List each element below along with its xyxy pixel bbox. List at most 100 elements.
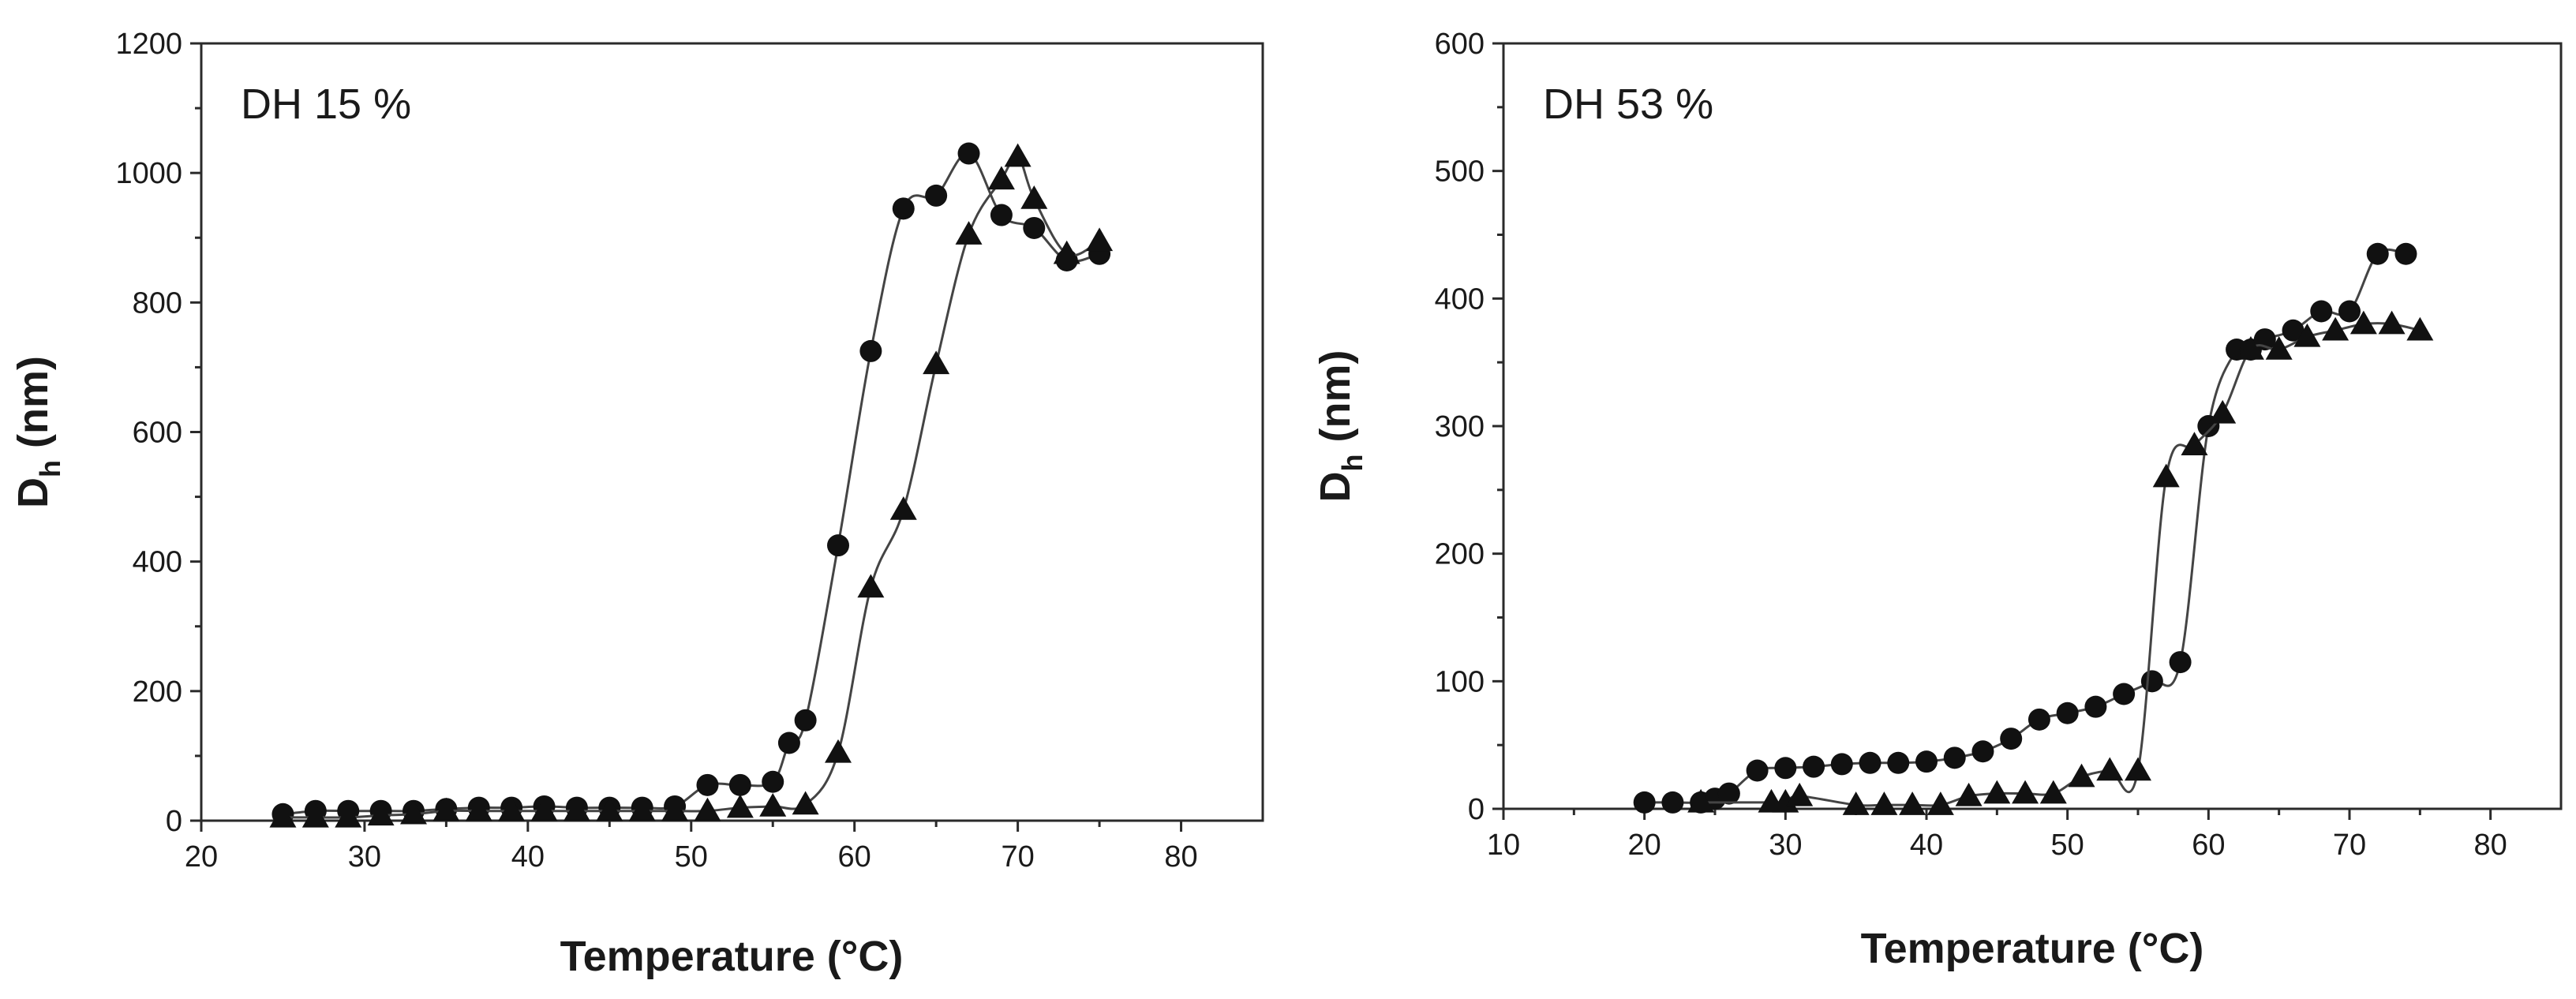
data-point-triangle: [825, 739, 852, 763]
series-line-circles: [283, 152, 1100, 816]
data-point-triangle: [2181, 432, 2208, 455]
data-point-triangle: [432, 797, 460, 821]
data-point-circle: [2282, 319, 2305, 342]
y-tick-label: 200: [1435, 538, 1485, 571]
data-point-triangle: [465, 797, 492, 821]
y-tick-label: 400: [133, 546, 182, 579]
x-tick-label: 60: [838, 840, 871, 874]
data-point-circle: [2000, 728, 2023, 750]
x-tick-label: 80: [2474, 829, 2507, 862]
data-point-circle: [1803, 755, 1825, 778]
data-point-triangle: [2068, 763, 2095, 788]
plot-frame: [200, 42, 1264, 822]
data-point-circle: [1661, 791, 1684, 814]
series-line-triangles: [1701, 322, 2421, 807]
data-point-circle: [925, 184, 948, 207]
data-point-triangle: [628, 797, 656, 821]
x-tick-label: 30: [348, 840, 381, 874]
data-point-circle: [990, 204, 1013, 226]
data-point-triangle: [1899, 791, 1926, 815]
x-tick-label: 70: [2333, 829, 2366, 862]
data-point-circle: [2169, 651, 2192, 674]
data-point-circle: [1746, 759, 1769, 782]
data-point-circle: [777, 731, 800, 754]
y-tick-label: 0: [1468, 793, 1485, 826]
y-tick-label: 800: [133, 286, 182, 320]
data-point-triangle: [2406, 316, 2434, 341]
data-point-circle: [892, 197, 915, 220]
data-point-triangle: [1926, 791, 1954, 815]
y-tick-label: 600: [1435, 28, 1485, 61]
x-tick-label: 50: [675, 840, 708, 874]
panel-annotation: DH 15 %: [241, 80, 411, 128]
data-point-triangle: [2378, 310, 2406, 335]
series-line-triangles: [283, 155, 1100, 819]
data-point-triangle: [726, 794, 754, 818]
x-axis-label: Temperature (°C): [1861, 925, 2204, 972]
y-tick-label: 1000: [115, 157, 182, 190]
data-point-triangle: [2265, 336, 2293, 360]
data-point-circle: [1915, 750, 1938, 773]
data-point-triangle: [2293, 323, 2321, 347]
data-point-triangle: [987, 166, 1015, 190]
y-tick-label: 1200: [115, 28, 182, 61]
data-point-triangle: [301, 803, 329, 828]
data-point-triangle: [759, 792, 787, 817]
data-point-triangle: [694, 797, 721, 821]
data-point-circle: [957, 142, 980, 165]
data-point-triangle: [1842, 791, 1870, 815]
data-point-triangle: [889, 496, 917, 520]
x-tick-label: 20: [1628, 829, 1661, 862]
data-point-triangle: [1786, 782, 1814, 806]
data-point-triangle: [1983, 780, 2011, 804]
data-point-triangle: [2322, 316, 2349, 341]
data-point-triangle: [792, 791, 819, 815]
data-point-circle: [2056, 702, 2079, 724]
data-point-triangle: [923, 350, 950, 375]
data-point-circle: [1774, 757, 1797, 780]
data-point-circle: [2084, 695, 2107, 718]
data-point-triangle: [367, 802, 395, 826]
data-point-triangle: [1772, 788, 1799, 813]
data-point-triangle: [2039, 780, 2067, 804]
data-point-circle: [1971, 740, 1994, 763]
data-point-triangle: [1955, 782, 1983, 806]
y-tick-label: 500: [1435, 155, 1485, 189]
data-point-triangle: [1053, 240, 1080, 264]
data-point-triangle: [596, 797, 623, 821]
y-tick-label: 0: [166, 805, 182, 838]
data-point-triangle: [1020, 185, 1048, 209]
data-point-circle: [1633, 791, 1656, 814]
y-tick-label: 400: [1435, 282, 1485, 316]
data-point-circle: [2140, 670, 2163, 693]
data-point-triangle: [530, 797, 558, 821]
data-point-triangle: [2349, 310, 2377, 335]
data-point-circle: [859, 339, 882, 362]
x-tick-label: 30: [1769, 829, 1802, 862]
data-point-circle: [2113, 683, 2136, 705]
data-point-circle: [728, 773, 751, 796]
x-tick-label: 70: [1001, 840, 1034, 874]
data-point-triangle: [1004, 143, 1032, 167]
x-tick-label: 60: [2192, 829, 2225, 862]
panel-annotation: DH 53 %: [1543, 80, 1713, 128]
x-tick-label: 40: [1910, 829, 1943, 862]
data-point-circle: [696, 773, 719, 796]
data-point-triangle: [1687, 788, 1715, 813]
data-point-triangle: [661, 797, 689, 821]
data-point-triangle: [1870, 791, 1898, 815]
data-point-triangle: [2237, 336, 2264, 360]
x-tick-label: 10: [1487, 829, 1520, 862]
x-axis-label: Temperature (°C): [560, 933, 904, 980]
y-tick-label: 600: [133, 417, 182, 450]
data-point-triangle: [2209, 399, 2237, 424]
x-tick-label: 50: [2051, 829, 2084, 862]
data-point-triangle: [2012, 780, 2039, 804]
y-tick-label: 300: [1435, 410, 1485, 443]
data-point-triangle: [400, 800, 427, 825]
y-tick-label: 200: [133, 675, 182, 709]
data-point-triangle: [857, 574, 885, 598]
data-point-triangle: [269, 803, 297, 828]
